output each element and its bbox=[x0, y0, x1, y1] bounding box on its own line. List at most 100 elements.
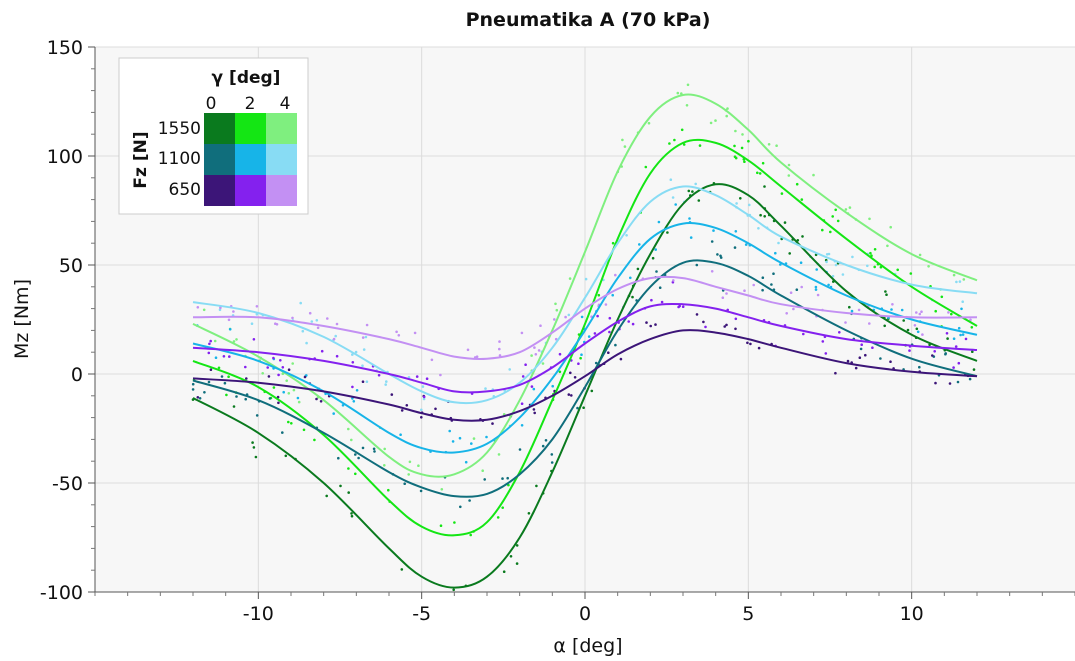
scatter-point-fz1100-gamma2 bbox=[629, 276, 632, 280]
scatter-point-fz1100-gamma0 bbox=[761, 288, 764, 292]
scatter-point-fz650-gamma4 bbox=[365, 323, 369, 327]
fit-curve-fz1550-gamma4 bbox=[192, 93, 978, 478]
scatter-point-fz650-gamma2 bbox=[415, 375, 419, 378]
scatter-point-fz1550-gamma4 bbox=[787, 174, 791, 177]
scatter-point-fz1550-gamma0 bbox=[350, 512, 353, 515]
scatter-point-fz650-gamma4 bbox=[219, 306, 222, 310]
scatter-point-fz650-gamma2 bbox=[608, 330, 611, 334]
scatter-point-fz650-gamma0 bbox=[533, 411, 536, 415]
scatter-point-fz1100-gamma0 bbox=[550, 461, 554, 464]
scatter-point-fz1100-gamma0 bbox=[468, 499, 471, 502]
scatter-point-fz650-gamma4 bbox=[539, 324, 542, 328]
scatter-point-fz650-gamma2 bbox=[208, 342, 211, 346]
scatter-point-fz650-gamma2 bbox=[222, 355, 226, 358]
scatter-point-fz650-gamma4 bbox=[430, 358, 434, 362]
scatter-point-fz650-gamma2 bbox=[351, 361, 355, 364]
scatter-point-fz1100-gamma4 bbox=[669, 178, 673, 181]
scatter-point-fz1100-gamma0 bbox=[235, 395, 238, 398]
scatter-point-fz650-gamma4 bbox=[743, 289, 746, 293]
scatter-point-fz1550-gamma2 bbox=[780, 192, 784, 195]
scatter-point-fz1550-gamma0 bbox=[885, 293, 888, 297]
scatter-point-fz1550-gamma2 bbox=[733, 155, 737, 158]
scatter-point-fz1550-gamma0 bbox=[651, 256, 655, 260]
scatter-point-fz650-gamma0 bbox=[846, 359, 850, 363]
scatter-point-fz1100-gamma0 bbox=[403, 482, 407, 486]
scatter-point-fz1550-gamma4 bbox=[440, 488, 444, 491]
scatter-point-fz1100-gamma0 bbox=[770, 283, 773, 286]
scatter-point-fz1100-gamma4 bbox=[866, 264, 869, 268]
scatter-point-fz1550-gamma4 bbox=[889, 225, 892, 229]
scatter-point-fz650-gamma0 bbox=[400, 409, 404, 412]
scatter-point-fz650-gamma0 bbox=[619, 357, 623, 361]
scatter-point-fz650-gamma4 bbox=[816, 293, 820, 297]
scatter-point-fz1100-gamma4 bbox=[250, 322, 254, 326]
scatter-point-fz1550-gamma4 bbox=[554, 302, 557, 306]
scatter-point-fz1550-gamma4 bbox=[621, 138, 624, 142]
scatter-point-fz650-gamma2 bbox=[908, 349, 911, 352]
scatter-point-fz650-gamma2 bbox=[945, 332, 949, 335]
scatter-point-fz1550-gamma0 bbox=[971, 350, 974, 354]
scatter-point-fz1550-gamma4 bbox=[497, 453, 501, 456]
scatter-point-fz650-gamma0 bbox=[245, 377, 248, 380]
scatter-point-fz1100-gamma0 bbox=[354, 453, 357, 456]
scatter-point-fz1100-gamma2 bbox=[638, 243, 641, 246]
scatter-point-fz650-gamma4 bbox=[413, 331, 417, 335]
scatter-point-fz650-gamma4 bbox=[498, 340, 501, 343]
scatter-point-fz1550-gamma2 bbox=[761, 161, 765, 165]
scatter-point-fz650-gamma0 bbox=[209, 368, 213, 372]
scatter-point-fz650-gamma2 bbox=[631, 322, 635, 326]
scatter-point-fz650-gamma4 bbox=[439, 373, 442, 377]
scatter-point-fz1100-gamma4 bbox=[625, 234, 628, 237]
legend: γ [deg] 0 2 4 Fz [N] 1550 1100 650 bbox=[118, 57, 309, 215]
scatter-point-fz1100-gamma4 bbox=[584, 277, 588, 281]
scatter-point-fz650-gamma0 bbox=[569, 371, 572, 375]
scatter-point-fz1100-gamma0 bbox=[956, 380, 960, 384]
scatter-point-fz650-gamma4 bbox=[332, 337, 336, 341]
scatter-point-fz1100-gamma4 bbox=[420, 408, 423, 412]
scatter-point-fz1550-gamma2 bbox=[836, 219, 840, 223]
scatter-point-fz650-gamma2 bbox=[954, 345, 958, 348]
scatter-point-fz650-gamma2 bbox=[335, 354, 339, 358]
scatter-point-fz650-gamma2 bbox=[272, 356, 275, 360]
legend-swatch-fz650-gamma4 bbox=[266, 175, 297, 206]
scatter-point-fz1550-gamma0 bbox=[763, 215, 766, 218]
scatter-point-fz1550-gamma0 bbox=[582, 406, 585, 410]
scatter-point-fz650-gamma0 bbox=[276, 395, 280, 399]
scatter-point-fz650-gamma2 bbox=[351, 385, 354, 389]
scatter-point-fz1550-gamma0 bbox=[636, 267, 640, 271]
y-tick-label: 100 bbox=[47, 146, 83, 168]
scatter-point-fz1550-gamma4 bbox=[787, 163, 791, 167]
scatter-point-fz650-gamma2 bbox=[824, 352, 828, 355]
scatter-point-fz1100-gamma0 bbox=[859, 347, 863, 351]
scatter-point-fz1550-gamma0 bbox=[339, 484, 342, 488]
scatter-point-fz1550-gamma4 bbox=[297, 400, 301, 404]
scatter-point-fz650-gamma2 bbox=[530, 385, 534, 388]
scatter-point-fz650-gamma0 bbox=[570, 394, 573, 397]
scatter-point-fz650-gamma2 bbox=[277, 373, 280, 377]
scatter-point-fz1100-gamma0 bbox=[716, 253, 719, 256]
scatter-point-fz1100-gamma2 bbox=[551, 384, 554, 388]
scatter-point-fz650-gamma2 bbox=[422, 395, 426, 399]
scatter-point-fz1550-gamma4 bbox=[918, 253, 922, 257]
scatter-point-fz1100-gamma2 bbox=[900, 308, 904, 312]
scatter-point-fz650-gamma4 bbox=[725, 292, 728, 295]
scatter-point-fz1550-gamma2 bbox=[869, 251, 872, 255]
scatter-point-fz1550-gamma0 bbox=[687, 189, 691, 193]
fit-curves bbox=[192, 93, 978, 589]
scatter-point-fz1550-gamma2 bbox=[227, 375, 230, 379]
scatter-point-fz650-gamma2 bbox=[524, 363, 527, 367]
scatter-point-fz1550-gamma0 bbox=[535, 484, 538, 488]
scatter-point-fz1550-gamma0 bbox=[284, 454, 288, 458]
scatter-point-fz650-gamma0 bbox=[361, 380, 365, 384]
scatter-point-fz1550-gamma4 bbox=[952, 273, 956, 277]
scatter-point-fz650-gamma4 bbox=[614, 273, 617, 277]
scatter-point-fz1550-gamma0 bbox=[801, 235, 804, 238]
x-tick-label: -10 bbox=[243, 603, 274, 625]
scatter-point-fz1100-gamma2 bbox=[580, 315, 584, 319]
scatter-point-fz1100-gamma0 bbox=[281, 431, 284, 434]
scatter-point-fz1100-gamma0 bbox=[761, 276, 765, 280]
scatter-point-fz1100-gamma2 bbox=[587, 335, 591, 338]
scatter-point-fz650-gamma4 bbox=[395, 330, 398, 334]
scatter-point-fz650-gamma4 bbox=[291, 316, 294, 320]
scatter-point-fz650-gamma2 bbox=[871, 346, 874, 350]
